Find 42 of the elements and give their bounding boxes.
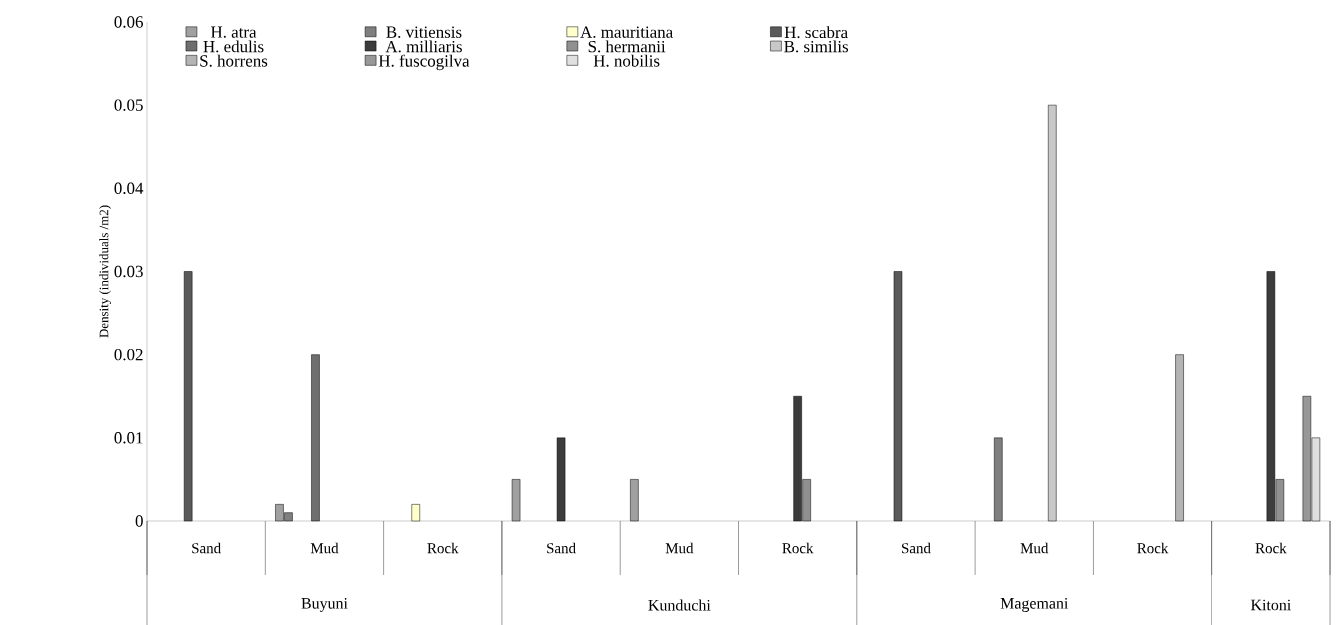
bar xyxy=(411,504,421,522)
legend-label: H. edulis xyxy=(203,40,264,53)
legend-label: S. hermanii xyxy=(588,40,666,53)
x-tick-label: Mud xyxy=(310,542,339,554)
text: Buyuni xyxy=(301,597,348,612)
x-tick-label: Rock xyxy=(427,542,459,554)
y-tick-label: 0.01 xyxy=(114,431,143,444)
legend-label: S. horrens xyxy=(200,54,268,67)
text: Magemani xyxy=(1000,597,1069,612)
y-tick-label: 0.05 xyxy=(114,99,143,111)
x-tick-label: Rock xyxy=(1137,542,1169,554)
x-tick-label: Mud xyxy=(665,542,694,554)
y-tick-label: 0.06 xyxy=(114,16,143,28)
legend-label: H. atra xyxy=(210,26,257,38)
x-tick-label: Mud xyxy=(1020,542,1049,554)
legend-label: B. vitiensis xyxy=(386,26,462,38)
bar xyxy=(183,271,193,522)
legend-label: H. scabra xyxy=(784,26,848,39)
bar xyxy=(1175,354,1184,522)
x-tick-label: Sand xyxy=(192,542,221,554)
text: Kitoni xyxy=(1250,599,1291,611)
legend-label: B. similis xyxy=(784,40,849,53)
y-axis-title: Density (individuals /m2) xyxy=(99,205,112,338)
x-tick-label: Sand xyxy=(547,542,576,554)
x-tick-label: Rock xyxy=(782,542,814,554)
legend-label: A. mauritiana xyxy=(580,26,673,38)
bar xyxy=(1048,104,1057,522)
bar xyxy=(630,479,639,522)
x-tick-label: Rock xyxy=(1255,542,1287,554)
y-tick-label: 0.04 xyxy=(114,182,144,194)
text: Kunduchi xyxy=(648,599,711,611)
legend-label: A. milliaris xyxy=(385,40,462,53)
x-tick-label: Sand xyxy=(902,542,931,554)
legend-label: H. fuscogilva xyxy=(378,54,470,71)
y-tick-label: 0.03 xyxy=(114,265,143,278)
bar xyxy=(511,479,521,522)
y-tick-label: 0 xyxy=(135,515,143,527)
bar xyxy=(311,354,320,522)
y-tick-label: 0.02 xyxy=(114,348,143,361)
bar xyxy=(893,271,903,522)
bar xyxy=(556,437,566,522)
legend-label: H. nobilis xyxy=(593,54,660,67)
